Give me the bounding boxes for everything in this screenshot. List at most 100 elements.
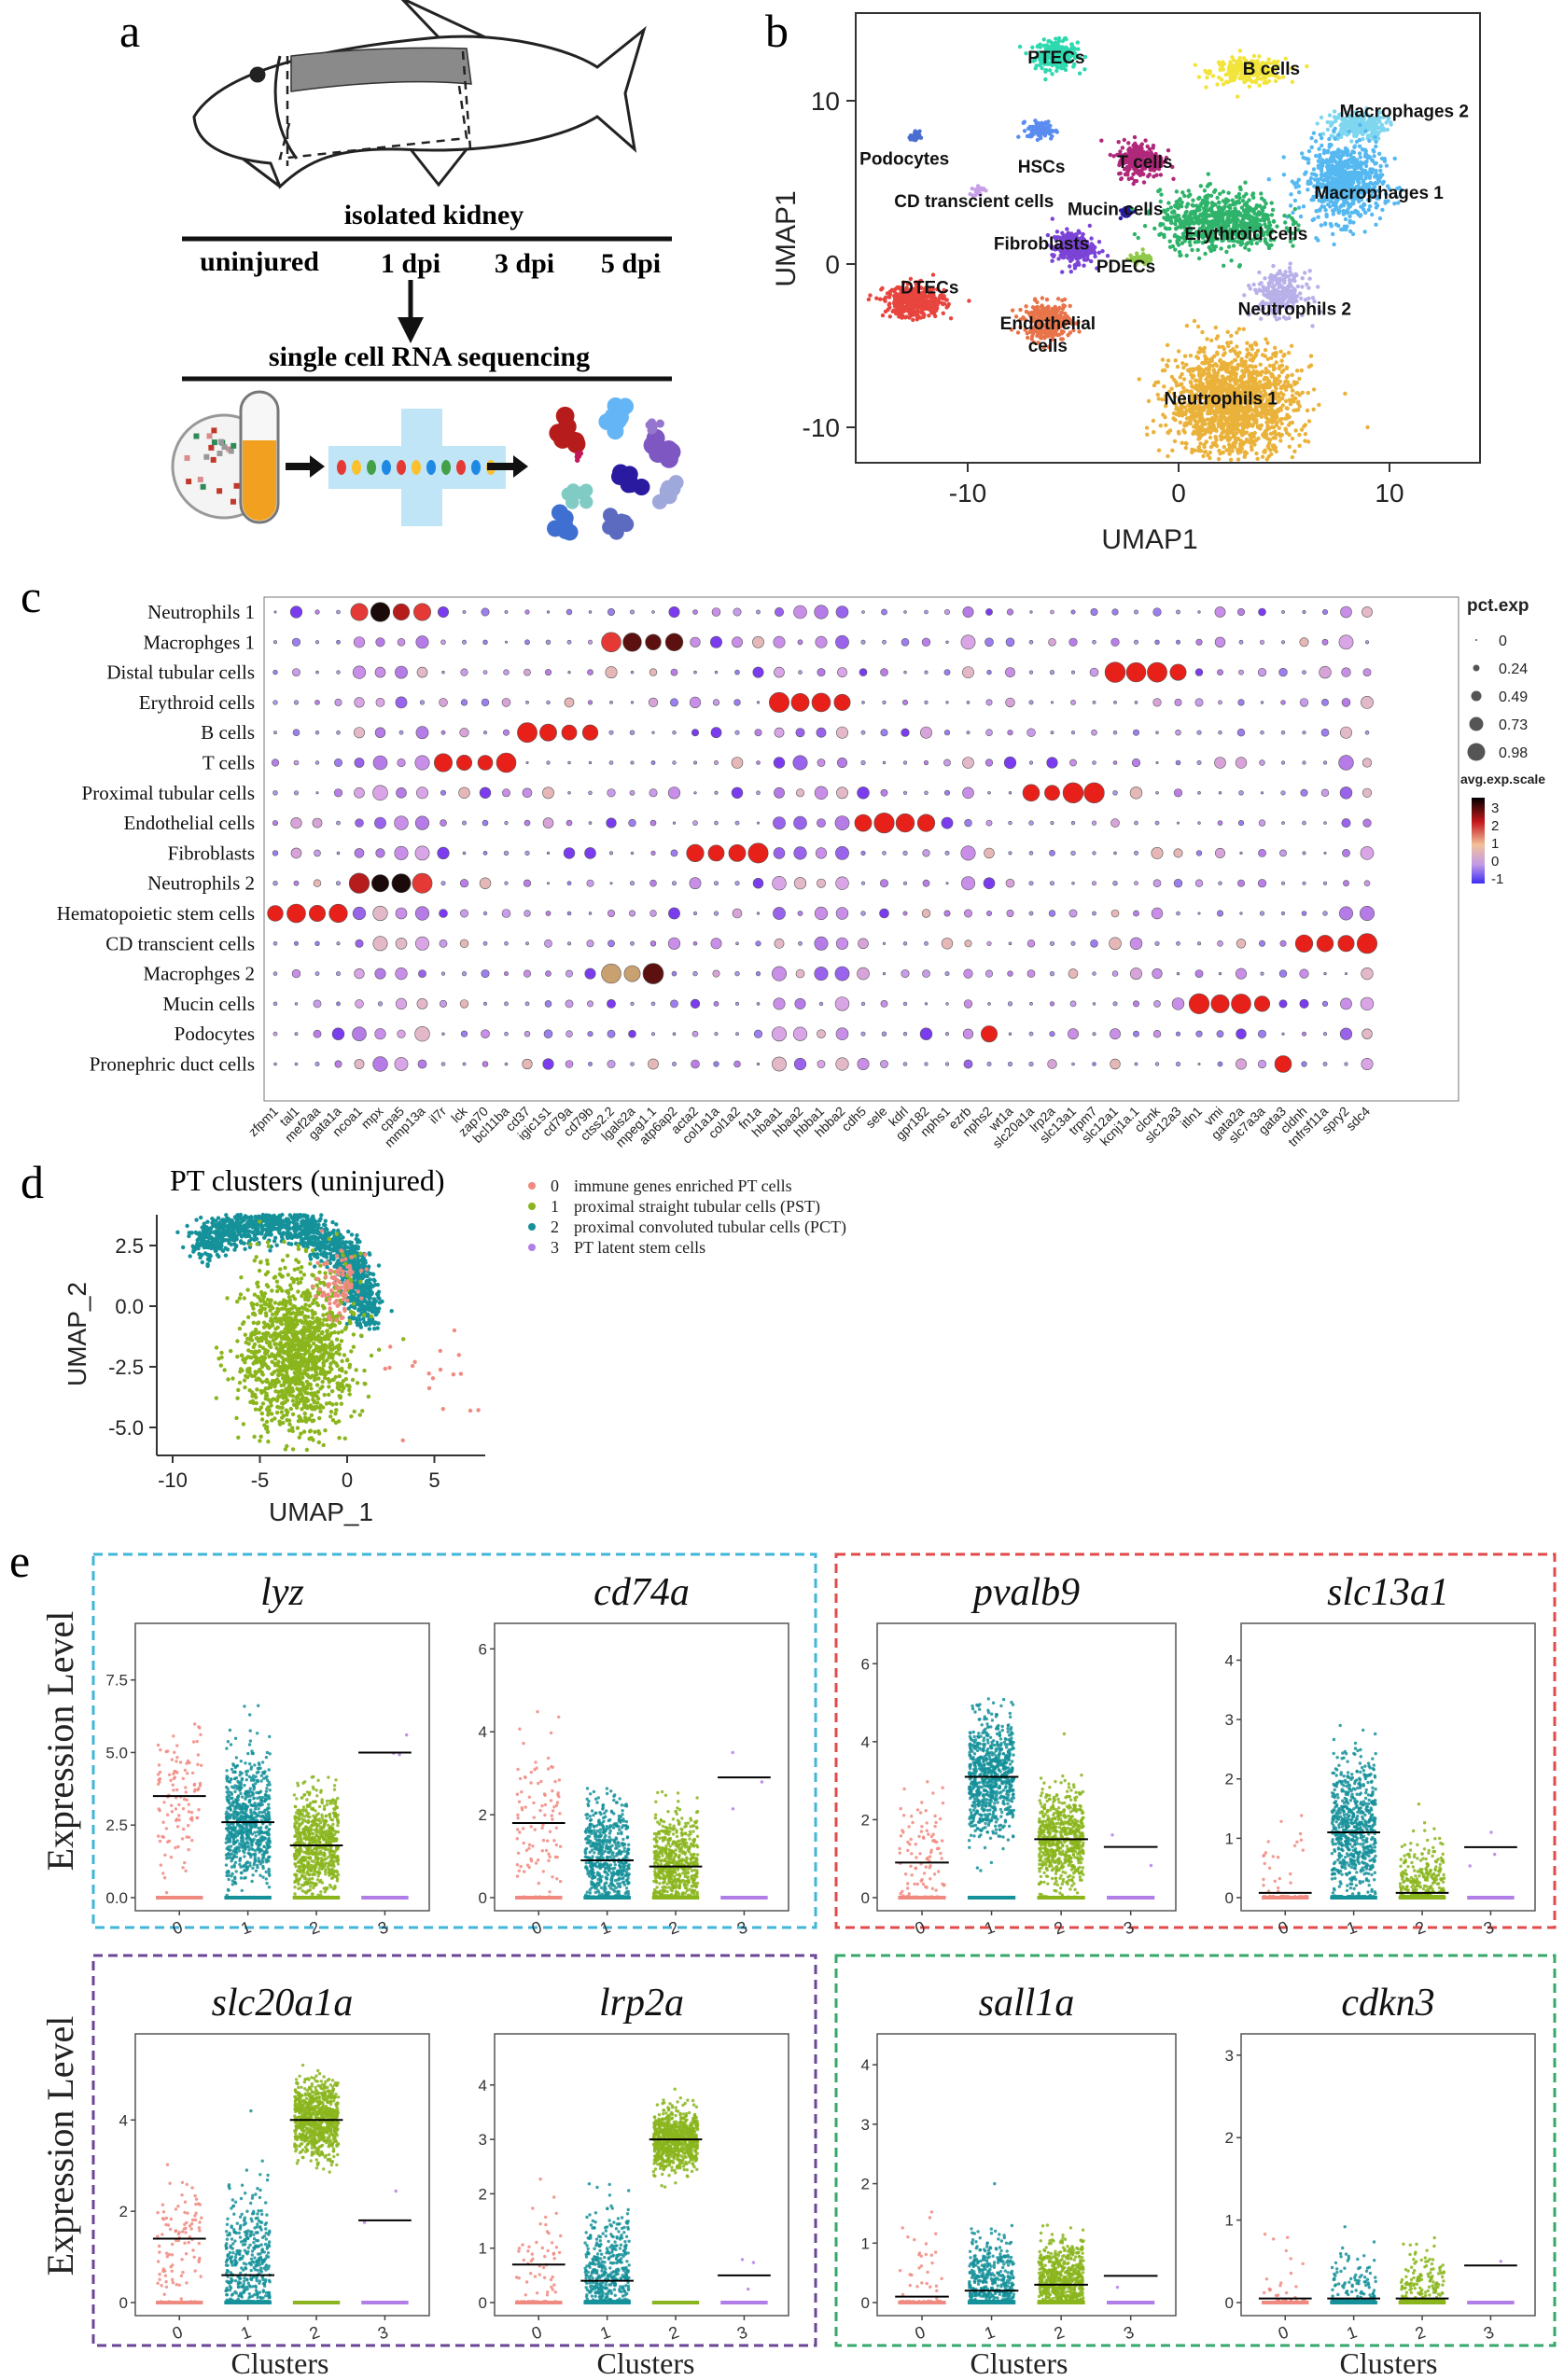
umap-point (1274, 60, 1278, 65)
umap-point (913, 138, 918, 143)
umap-point (1140, 258, 1145, 264)
umap-point (1276, 278, 1280, 284)
umap-point (1188, 243, 1193, 247)
umap-point (1295, 284, 1301, 289)
umap-point (1095, 266, 1099, 271)
microfluidic-chip-vertical (401, 409, 442, 526)
umap-point (1038, 57, 1042, 62)
umap-point (1180, 371, 1184, 377)
umap-point (1118, 149, 1123, 154)
umap-point (887, 314, 892, 319)
umap-point (1228, 77, 1234, 81)
umap-point (1241, 372, 1247, 378)
umap-point (1138, 255, 1142, 259)
umap-point (1343, 226, 1348, 230)
umap-point (1349, 160, 1354, 164)
umap-point (1320, 195, 1325, 200)
umap-point (912, 133, 916, 138)
umap-point (1362, 112, 1366, 117)
umap-point (1171, 176, 1176, 181)
umap-point (1332, 242, 1336, 247)
umap-point (1245, 341, 1250, 345)
umap-point (1354, 172, 1360, 176)
umap-point (1217, 76, 1222, 80)
umap-point (1257, 70, 1263, 76)
umap-point (914, 130, 919, 134)
umap-point (1140, 171, 1145, 176)
umap-point (1203, 207, 1208, 212)
umap-point (1192, 318, 1197, 324)
umap-point (1382, 128, 1387, 132)
umap-point (1263, 71, 1267, 77)
umap-point (1050, 253, 1054, 257)
umap-point (1320, 132, 1326, 136)
umap-point (1213, 325, 1218, 330)
umap-point (1158, 199, 1163, 204)
cell-cluster-blob (566, 495, 580, 509)
umap-point (1050, 42, 1054, 47)
umap-point (1300, 151, 1305, 156)
umap-point (1263, 65, 1267, 70)
umap-point (1258, 67, 1264, 72)
umap-point (1351, 220, 1356, 225)
umap-point (1322, 221, 1328, 226)
umap-point (1177, 237, 1181, 243)
umap-point (1030, 45, 1035, 49)
umap-point (1190, 216, 1194, 221)
umap-point (1126, 213, 1131, 217)
umap-point (1132, 134, 1138, 140)
umap-point (1163, 226, 1168, 230)
umap-point (1215, 82, 1220, 87)
umap-point (1311, 387, 1317, 392)
umap-point (1258, 424, 1263, 428)
umap-point (1234, 194, 1239, 200)
umap-point (1140, 153, 1145, 159)
umap-point (1352, 110, 1358, 115)
umap-point (1396, 201, 1401, 205)
tissue-cell (193, 433, 200, 439)
umap-point (1207, 219, 1211, 225)
umap-point (1377, 151, 1382, 156)
umap-point (1046, 49, 1051, 54)
umap-point (1211, 425, 1216, 430)
umap-point (1319, 223, 1323, 228)
umap-point (1240, 369, 1245, 373)
umap-point (1185, 202, 1191, 206)
umap-point (1060, 270, 1065, 274)
umap-point (1331, 176, 1335, 181)
umap-point (1352, 145, 1357, 149)
umap-point (1300, 276, 1305, 281)
umap-point (1353, 163, 1359, 168)
umap-point (1248, 343, 1253, 348)
umap-point (1268, 431, 1274, 436)
umap-point (927, 313, 931, 318)
umap-point (1265, 232, 1271, 237)
umap-point (1187, 415, 1192, 421)
umap-point (1162, 384, 1166, 389)
umap-point (1292, 278, 1297, 284)
umap-point (1377, 179, 1382, 184)
umap-point (1262, 292, 1266, 297)
umap-point (1361, 136, 1365, 142)
umap-point (1325, 119, 1330, 125)
umap-point (1172, 210, 1177, 215)
tissue-cell (197, 476, 203, 482)
umap-point (1088, 244, 1093, 249)
umap-point (1078, 255, 1082, 260)
umap-point (1340, 196, 1346, 202)
umap-point (1194, 383, 1199, 388)
umap-point (1166, 148, 1171, 153)
umap-point (1260, 231, 1264, 236)
umap-point (1222, 263, 1226, 268)
umap-point (1249, 372, 1254, 378)
droplet (397, 460, 406, 475)
umap-point (1257, 54, 1262, 59)
umap-point (1054, 36, 1058, 41)
umap-point (1151, 143, 1156, 148)
umap-point (1312, 177, 1318, 182)
umap-point (1163, 159, 1168, 164)
umap-point (1118, 216, 1124, 221)
droplet (471, 460, 481, 475)
umap-point (1161, 412, 1166, 417)
umap-point (1158, 223, 1163, 228)
